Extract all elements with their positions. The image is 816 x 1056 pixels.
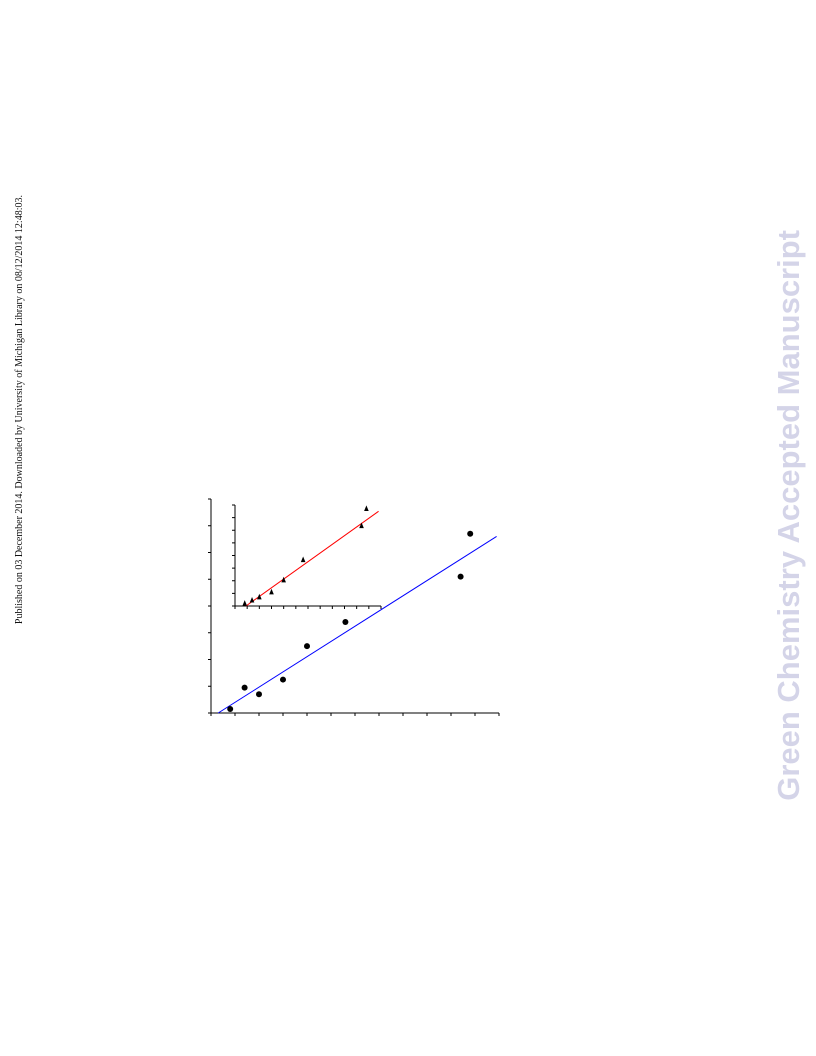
inset-fit-line	[245, 510, 379, 607]
inset-data-point	[364, 505, 369, 512]
inset-data-point	[359, 522, 364, 529]
main-data-point	[467, 530, 474, 537]
main-data-point	[227, 705, 234, 712]
inset-data-point	[249, 596, 255, 603]
main-data-point	[457, 573, 464, 580]
main-data-point	[256, 691, 262, 698]
main-data-point	[342, 619, 349, 626]
inset-data-point	[257, 593, 262, 600]
main-data-point	[280, 676, 286, 683]
inset-data-point	[242, 600, 248, 606]
inset-data-point	[281, 576, 286, 583]
inset-data-point	[300, 556, 306, 563]
inset-data-point	[269, 588, 274, 595]
main-data-point	[241, 684, 248, 691]
main-fit-line	[217, 536, 497, 714]
main-data-point	[304, 643, 310, 650]
